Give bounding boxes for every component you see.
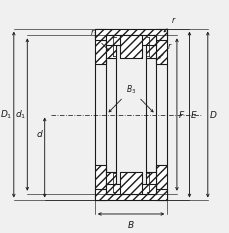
Bar xyxy=(145,171,155,194)
Bar xyxy=(155,29,166,64)
Bar xyxy=(94,165,106,200)
Bar xyxy=(155,29,166,64)
Text: $B$: $B$ xyxy=(127,219,134,230)
Bar xyxy=(120,35,141,58)
Bar xyxy=(155,165,166,200)
Bar xyxy=(106,35,155,45)
Bar xyxy=(106,171,116,194)
Text: $D_1$: $D_1$ xyxy=(0,108,13,121)
Text: $d$: $d$ xyxy=(36,128,44,139)
Bar xyxy=(145,171,155,194)
Bar xyxy=(106,35,155,45)
Text: $r_1$: $r_1$ xyxy=(89,28,97,39)
Bar xyxy=(155,165,166,200)
Bar xyxy=(94,29,106,64)
Bar xyxy=(94,29,166,40)
Bar xyxy=(120,35,141,58)
Bar xyxy=(120,171,141,194)
Bar xyxy=(94,165,106,200)
Bar xyxy=(106,184,155,194)
Text: $F$: $F$ xyxy=(177,109,184,120)
Bar xyxy=(94,29,166,40)
Bar xyxy=(120,171,141,194)
Text: $r$: $r$ xyxy=(170,15,176,25)
Text: $E$: $E$ xyxy=(190,109,197,120)
Bar xyxy=(94,189,166,200)
Bar xyxy=(145,35,155,58)
Bar xyxy=(106,35,116,58)
Bar xyxy=(106,184,155,194)
Bar xyxy=(94,189,166,200)
Text: $B_3$: $B_3$ xyxy=(125,84,136,96)
Text: $r$: $r$ xyxy=(166,41,172,51)
Bar xyxy=(145,35,155,58)
Bar xyxy=(106,35,116,58)
Text: $D$: $D$ xyxy=(208,109,216,120)
Bar xyxy=(94,29,106,64)
Text: $d_1$: $d_1$ xyxy=(15,108,26,121)
Bar xyxy=(106,171,116,194)
